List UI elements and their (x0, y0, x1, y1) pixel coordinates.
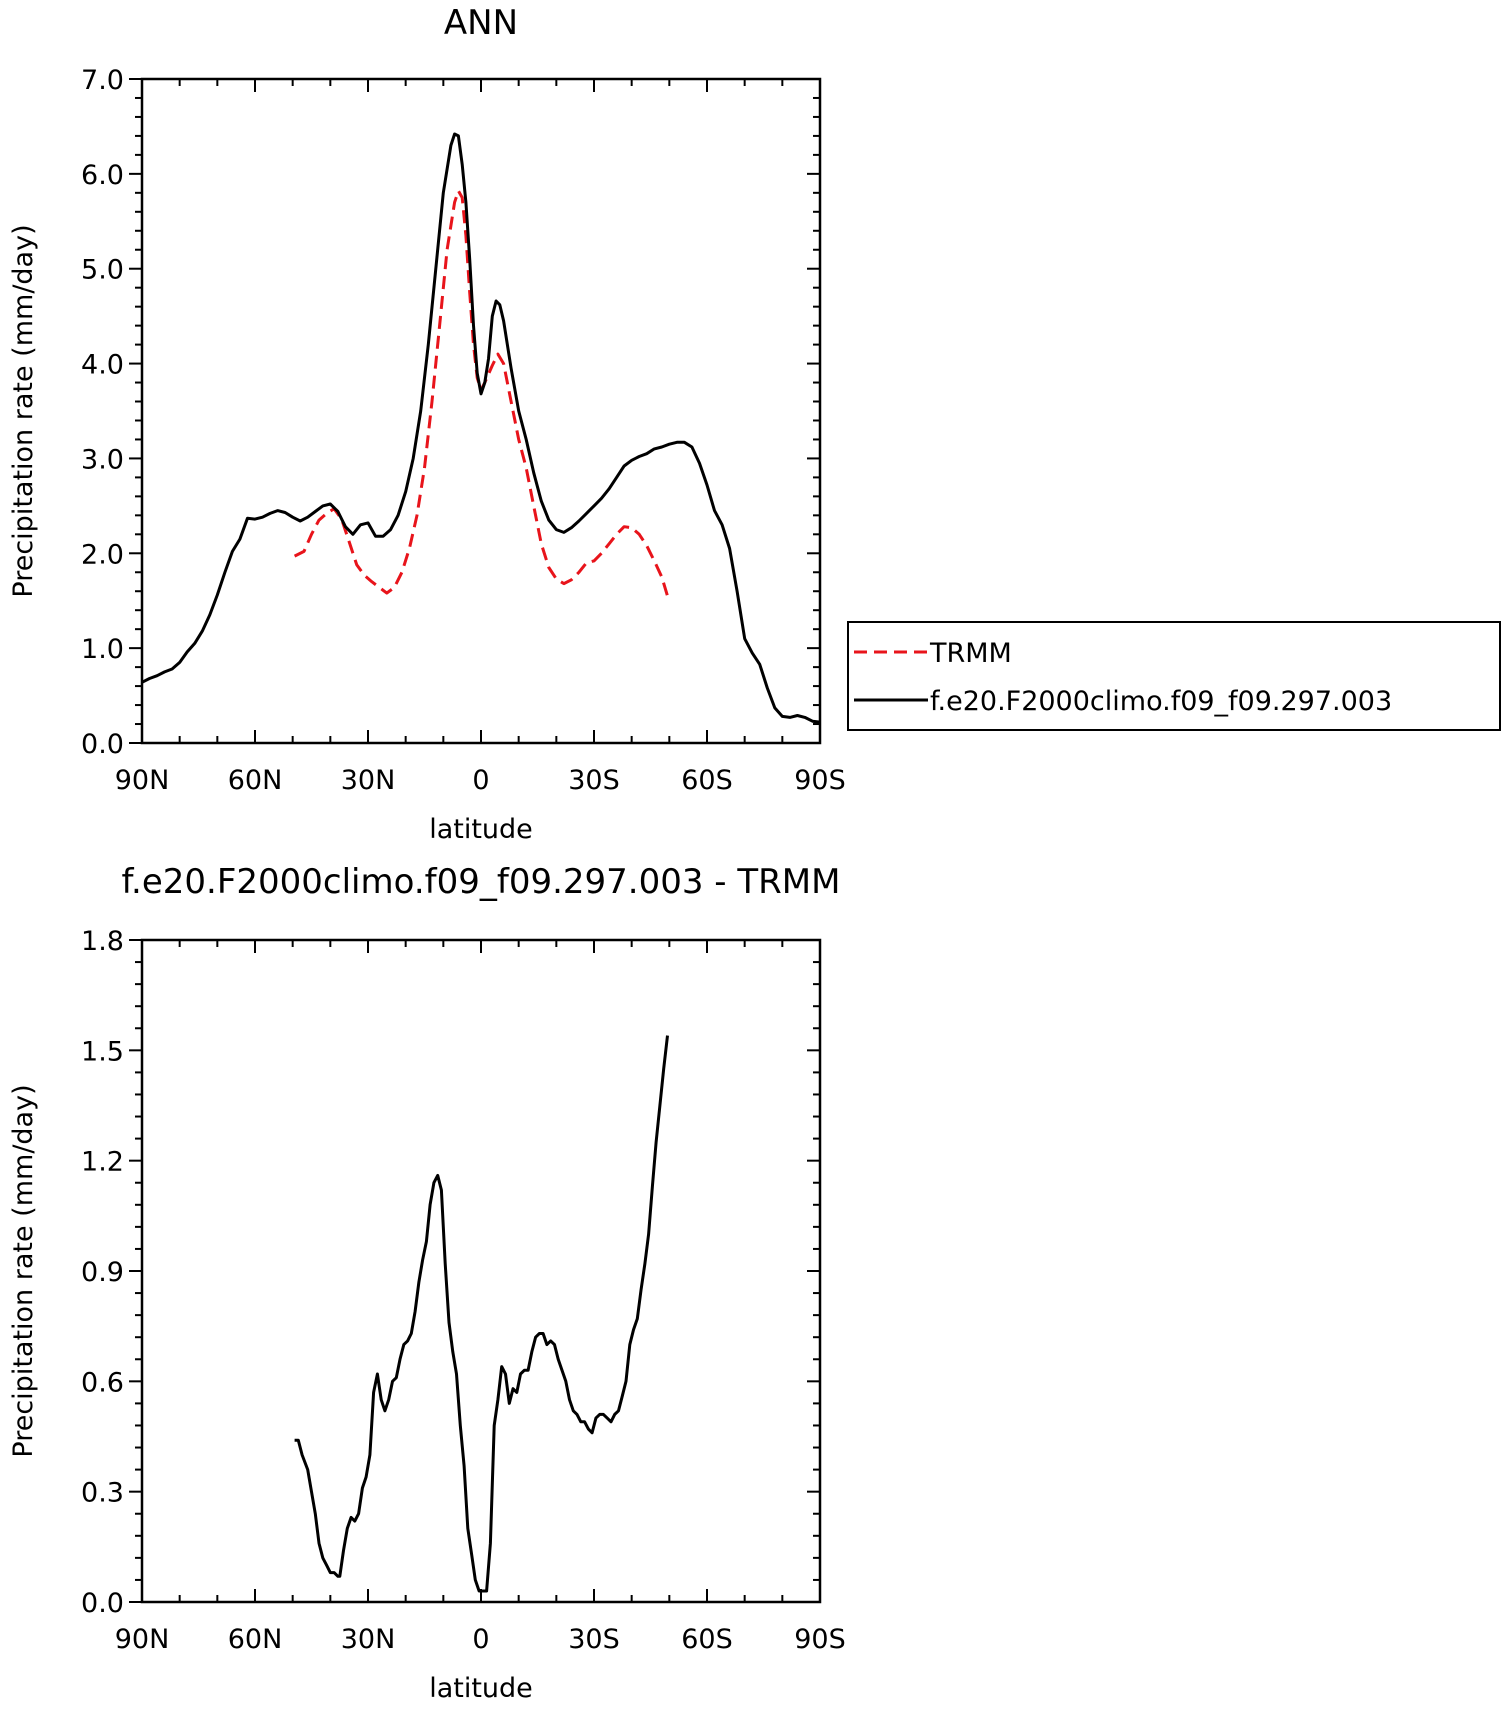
x-tick-label: 0 (472, 1624, 489, 1655)
y-tick-label: 5.0 (81, 255, 124, 286)
y-tick-label: 0.0 (81, 1588, 124, 1619)
y-tick-label: 0.6 (81, 1367, 124, 1398)
y-tick-label: 4.0 (81, 350, 124, 381)
x-tick-label: 60N (228, 1624, 283, 1655)
y-tick-label: 2.0 (81, 539, 124, 570)
y-tick-label: 1.5 (81, 1036, 124, 1067)
lower-panel: f.e20.F2000climo.f09_f09.297.003 - TRMM 9… (8, 862, 846, 1704)
series-line-0 (294, 1035, 669, 1593)
y-tick-label: 0.3 (81, 1478, 124, 1509)
y-axis-label: Precipitation rate (mm/day) (8, 1084, 39, 1457)
upper-panel: ANN 90N 60N 30N 0 30S 60S 90S 0.0 1.0 2.0 3.0 4.0 5.0… (8, 3, 1501, 845)
x-tick-label: 0 (472, 765, 489, 796)
x-tick-label: 60S (681, 1624, 733, 1655)
legend-box (847, 621, 1501, 731)
y-tick-label: 7.0 (81, 65, 124, 96)
y-tick-label: 0.0 (81, 729, 124, 760)
y-tick-label: 3.0 (81, 444, 124, 475)
x-axis-label: latitude (429, 814, 533, 845)
x-tick-label: 30N (341, 1624, 396, 1655)
x-tick-label: 90N (115, 765, 170, 796)
x-tick-label: 90S (794, 1624, 846, 1655)
x-tick-label: 90N (115, 1624, 170, 1655)
y-axis-label: Precipitation rate (mm/day) (8, 224, 39, 597)
x-tick-label: 60S (681, 765, 733, 796)
legend-label-0: TRMM (929, 638, 1012, 669)
x-tick-label: 30N (341, 765, 396, 796)
y-tick-label: 0.9 (81, 1257, 124, 1288)
y-tick-label: 1.0 (81, 634, 124, 665)
y-tick-label: 1.8 (81, 926, 124, 957)
chart-title: ANN (444, 3, 518, 43)
x-axis-label: latitude (429, 1673, 533, 1704)
series-line-1 (141, 132, 821, 724)
legend: TRMM f.e20.F2000climo.f09_f09.297.003 (847, 621, 1501, 731)
chart-title: f.e20.F2000climo.f09_f09.297.003 - TRMM (122, 862, 841, 902)
x-tick-label: 90S (794, 765, 846, 796)
x-tick-label: 60N (228, 765, 283, 796)
x-tick-label: 30S (568, 1624, 620, 1655)
legend-label-1: f.e20.F2000climo.f09_f09.297.003 (930, 686, 1392, 717)
x-tick-label: 30S (568, 765, 620, 796)
plot-frame (140, 938, 822, 1604)
y-tick-label: 1.2 (81, 1147, 124, 1178)
plot-frame (140, 77, 822, 745)
y-tick-label: 6.0 (81, 160, 124, 191)
